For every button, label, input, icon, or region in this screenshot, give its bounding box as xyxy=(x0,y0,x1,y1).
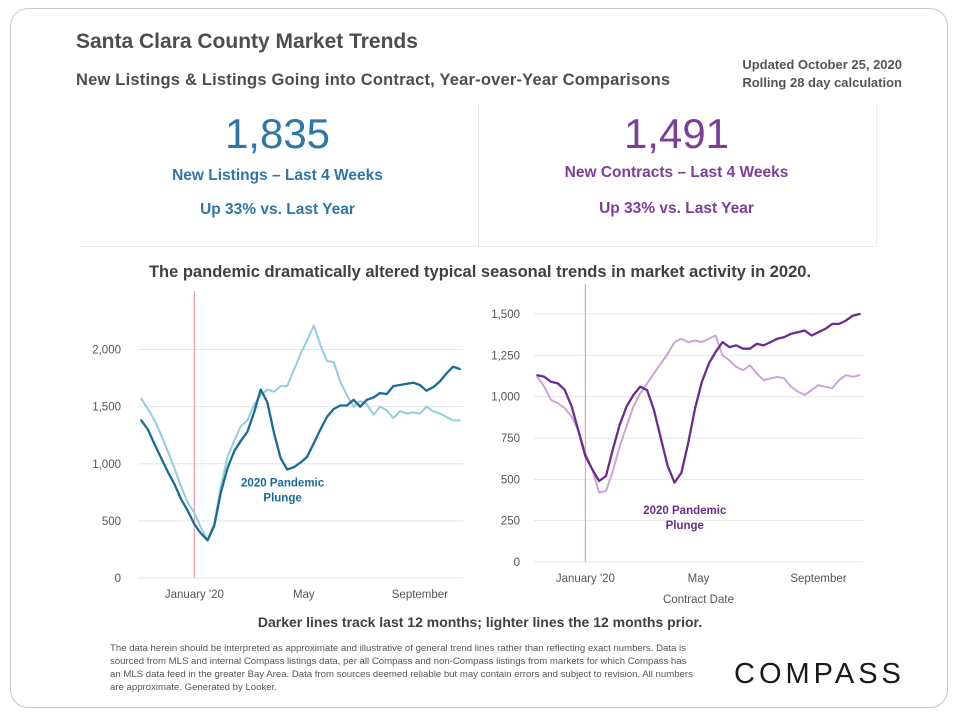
listings-ytick-label: 1,500 xyxy=(92,402,121,414)
contracts-xtick-label: May xyxy=(688,573,710,585)
kpi-divider xyxy=(80,246,876,247)
listings-dark-series-line xyxy=(140,365,461,542)
listings-xtick-label: May xyxy=(293,589,315,601)
page-subtitle: New Listings & Listings Going into Contr… xyxy=(76,71,671,89)
new-listings-chart: 0 500 1,000 1,500 2,000 January '20 May Septemb… xyxy=(92,291,463,601)
contracts-xtick-label: September xyxy=(790,573,846,585)
report-card xyxy=(10,8,948,708)
page-title: Santa Clara County Market Trends xyxy=(76,30,418,53)
listings-ytick-label: 1,000 xyxy=(92,459,121,471)
contracts-pandemic-annotation: Plunge xyxy=(666,520,704,532)
new-contracts-chart: 0 250 500 750 1,000 1,250 1,500 January '20 May S… xyxy=(491,284,863,606)
contracts-pandemic-annotation: 2020 Pandemic xyxy=(643,505,727,517)
kpi-new-listings-change: Up 33% vs. Last Year xyxy=(200,201,355,218)
kpi-new-contracts-change: Up 33% vs. Last Year xyxy=(599,200,754,217)
contracts-ytick-label: 250 xyxy=(501,516,520,528)
contracts-xtick-label: January '20 xyxy=(556,573,615,585)
contracts-ytick-label: 1,500 xyxy=(491,309,520,321)
contracts-x-axis-title: Contract Date xyxy=(663,594,734,606)
contracts-ytick-label: 750 xyxy=(501,433,520,445)
rolling-calculation-note: Rolling 28 day calculation xyxy=(742,75,902,90)
kpi-new-contracts: 1,491 New Contracts – Last 4 Weeks Up 33… xyxy=(478,104,874,246)
contracts-ytick-label: 1,250 xyxy=(491,350,520,362)
listings-pandemic-annotation: 2020 Pandemic xyxy=(241,478,325,490)
listings-pandemic-annotation: Plunge xyxy=(263,493,301,505)
kpi-new-contracts-value: 1,491 xyxy=(623,110,730,157)
kpi-new-contracts-label: New Contracts – Last 4 Weeks xyxy=(564,164,789,181)
update-note: Updated October 25, 2020 Rolling 28 day … xyxy=(742,56,902,92)
contracts-ytick-label: 1,000 xyxy=(491,392,520,404)
listings-xtick-label: September xyxy=(392,589,448,601)
listings-ytick-label: 0 xyxy=(115,573,121,585)
listings-light-series-line xyxy=(140,324,461,542)
chart-headline: The pandemic dramatically altered typica… xyxy=(148,263,812,281)
kpi-new-listings-label: New Listings – Last 4 Weeks xyxy=(172,167,383,184)
kpi-new-listings-value: 1,835 xyxy=(224,110,331,157)
kpi-new-listings: 1,835 New Listings – Last 4 Weeks Up 33%… xyxy=(80,104,475,246)
contracts-dark-series-line xyxy=(536,312,861,484)
contracts-ytick-label: 500 xyxy=(501,474,520,486)
contracts-ytick-label: 0 xyxy=(514,557,520,569)
kpi-edge-divider xyxy=(876,104,877,246)
chart-caption: Darker lines track last 12 months; light… xyxy=(257,614,703,630)
disclaimer-text: The data herein should be interpreted as… xyxy=(110,643,693,693)
compass-logo: COMPASS xyxy=(734,658,905,690)
listings-ytick-label: 500 xyxy=(102,516,121,528)
update-date: Updated October 25, 2020 xyxy=(742,57,902,72)
listings-ytick-label: 2,000 xyxy=(92,345,121,357)
listings-xtick-label: January '20 xyxy=(165,589,224,601)
